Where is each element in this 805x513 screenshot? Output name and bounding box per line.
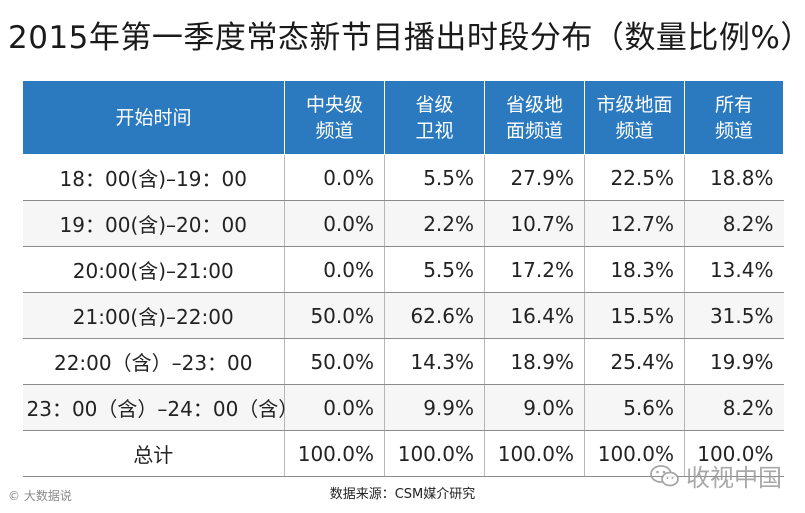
table-cell: 9.0%	[484, 384, 585, 431]
table-row: 22:00（含）–23：00 50.0% 14.3% 18.9% 25.4% 1…	[22, 338, 784, 385]
col-header-all: 所有 频道	[684, 80, 784, 155]
table-cell: 14.3%	[384, 338, 485, 385]
table-cell: 0.0%	[284, 200, 385, 247]
table-row: 18：00(含)–19：00 0.0% 5.5% 27.9% 22.5% 18.…	[22, 154, 784, 201]
table-cell: 5.5%	[384, 154, 485, 201]
table-cell: 18.9%	[484, 338, 585, 385]
table-cell: 5.5%	[384, 246, 485, 293]
table-cell: 8.2%	[684, 384, 784, 431]
table-cell: 9.9%	[384, 384, 485, 431]
circle-c-icon: ©	[8, 489, 20, 503]
col-header-start-time: 开始时间	[22, 80, 285, 155]
table-cell: 17.2%	[484, 246, 585, 293]
table-cell: 27.9%	[484, 154, 585, 201]
table-cell: 50.0%	[284, 292, 385, 339]
chart-title: 2015年第一季度常态新节目播出时段分布（数量比例%）	[8, 20, 805, 56]
table-cell: 62.6%	[384, 292, 485, 339]
col-header-provincial-satellite: 省级 卫视	[384, 80, 485, 155]
table-cell: 25.4%	[584, 338, 685, 385]
table-cell: 13.4%	[684, 246, 784, 293]
table-cell: 5.6%	[584, 384, 685, 431]
table-cell: 31.5%	[684, 292, 784, 339]
table-cell: 100.0%	[284, 430, 385, 477]
table-row: 20:00(含)–21:00 0.0% 5.5% 17.2% 18.3% 13.…	[22, 246, 784, 293]
table-cell: 16.4%	[484, 292, 585, 339]
table-cell: 12.7%	[584, 200, 685, 247]
watermark-left-text: 大数据说	[23, 489, 72, 503]
table-cell: 0.0%	[284, 384, 385, 431]
table-cell: 18.3%	[584, 246, 685, 293]
table-cell: 100.0%	[584, 430, 685, 477]
table-row: 23：00（含）–24：00（含） 0.0% 9.9% 9.0% 5.6% 8.…	[22, 384, 784, 431]
row-label: 总计	[22, 430, 285, 477]
header-row: 开始时间 中央级 频道 省级 卫视 省级地 面频道 市级地面 频道 所有 频道	[22, 80, 784, 155]
table-cell: 50.0%	[284, 338, 385, 385]
table-cell: 100.0%	[384, 430, 485, 477]
table-cell: 10.7%	[484, 200, 585, 247]
source-note: 数据来源：CSM媒介研究	[329, 487, 476, 502]
table-cell: 0.0%	[284, 246, 385, 293]
table-cell: 22.5%	[584, 154, 685, 201]
table-cell: 0.0%	[284, 154, 385, 201]
wechat-icon	[650, 464, 680, 488]
row-label: 20:00(含)–21:00	[22, 246, 285, 293]
table-row: 19：00(含)–20：00 0.0% 2.2% 10.7% 12.7% 8.2…	[22, 200, 784, 247]
watermark-right: 收视中国	[650, 458, 782, 493]
table-cell: 100.0%	[684, 430, 784, 477]
table-cell: 19.9%	[684, 338, 784, 385]
total-row: 总计 100.0% 100.0% 100.0% 100.0% 100.0%	[22, 430, 784, 477]
col-header-central: 中央级 频道	[284, 80, 385, 155]
col-header-provincial-ground: 省级地 面频道	[484, 80, 585, 155]
watermark-right-text: 收视中国	[686, 464, 782, 492]
table-cell: 8.2%	[684, 200, 784, 247]
row-label: 19：00(含)–20：00	[22, 200, 285, 247]
row-label: 18：00(含)–19：00	[22, 154, 285, 201]
row-label: 23：00（含）–24：00（含）	[22, 384, 298, 431]
table-row: 21:00(含)–22:00 50.0% 62.6% 16.4% 15.5% 3…	[22, 292, 784, 339]
row-label: 21:00(含)–22:00	[22, 292, 285, 339]
table-cell: 18.8%	[684, 154, 784, 201]
table-cell: 15.5%	[584, 292, 685, 339]
table-cell: 100.0%	[484, 430, 585, 477]
row-label: 22:00（含）–23：00	[22, 338, 285, 385]
data-table: 开始时间 中央级 频道 省级 卫视 省级地 面频道 市级地面 频道 所有 频道 18：00…	[22, 80, 784, 477]
col-header-city-ground: 市级地面 频道	[584, 80, 685, 155]
table-cell: 2.2%	[384, 200, 485, 247]
watermark-left: © 大数据说	[8, 487, 72, 504]
